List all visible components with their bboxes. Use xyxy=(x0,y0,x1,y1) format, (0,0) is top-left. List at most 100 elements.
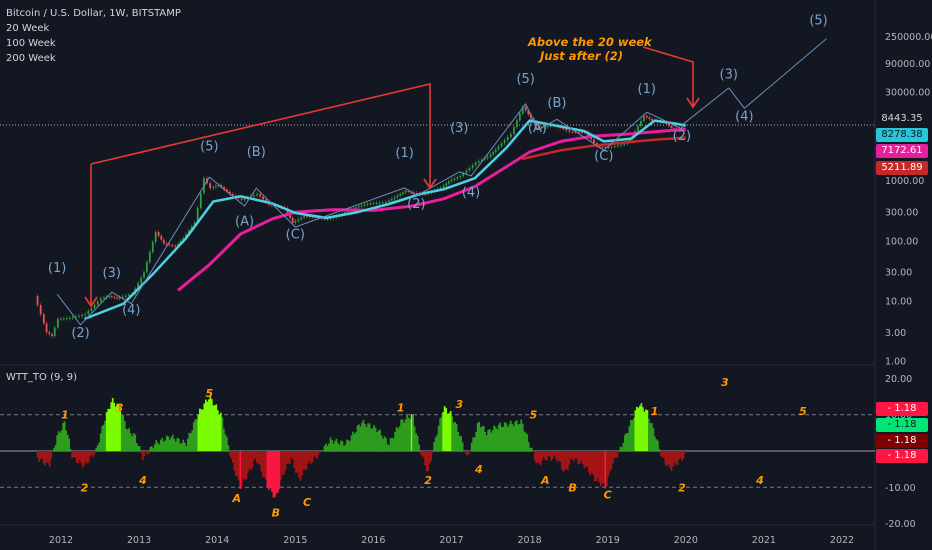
osc-bar xyxy=(515,420,518,451)
osc-bar xyxy=(409,418,411,451)
osc-bar xyxy=(628,426,631,451)
osc-bar xyxy=(356,425,359,451)
osc-bar xyxy=(122,414,125,451)
osc-bar xyxy=(487,429,490,451)
osc-bar xyxy=(548,451,551,457)
osc-bar xyxy=(521,423,524,451)
osc-bar xyxy=(92,451,95,458)
osc-bar xyxy=(619,446,622,451)
osc-bar xyxy=(259,451,261,465)
osc-bar xyxy=(217,410,219,451)
candle-body xyxy=(459,175,462,178)
osc-bar xyxy=(81,451,84,468)
osc-bar xyxy=(269,451,272,489)
osc-bar xyxy=(150,445,153,451)
osc-bar xyxy=(355,431,357,451)
osc-bar xyxy=(59,432,61,451)
osc-bar xyxy=(120,414,123,451)
osc-bar xyxy=(613,451,616,458)
candle-body xyxy=(265,199,267,202)
osc-bar xyxy=(541,451,544,461)
osc-bar xyxy=(200,409,203,451)
candle-body xyxy=(424,193,427,195)
osc-bar xyxy=(491,430,494,451)
osc-wave-label: 1 xyxy=(397,401,405,414)
osc-wave-label: B xyxy=(568,481,576,494)
price-badge-ma100: 7172.61 xyxy=(876,144,928,158)
osc-wave-label: 5 xyxy=(530,409,538,422)
price-axis-tick-label: 300.00 xyxy=(885,208,918,219)
osc-bar xyxy=(590,451,593,473)
osc-bar xyxy=(63,421,66,451)
osc-bar xyxy=(449,410,452,451)
candle-body xyxy=(90,307,93,312)
osc-bar xyxy=(84,451,87,462)
osc-bar xyxy=(171,434,174,451)
candle-body xyxy=(48,332,51,335)
osc-bar xyxy=(676,451,679,466)
candle-body xyxy=(78,315,80,317)
osc-wave-label: A xyxy=(231,492,241,505)
candle-body xyxy=(500,143,503,147)
osc-bar xyxy=(266,451,269,488)
osc-bar xyxy=(670,451,673,471)
symbol-title: Bitcoin / U.S. Dollar, 1W, BITSTAMP xyxy=(6,8,181,19)
osc-bar xyxy=(337,443,339,451)
ma100-line xyxy=(177,127,686,292)
candle-body xyxy=(581,132,583,134)
candle-body xyxy=(93,304,96,308)
candle-body xyxy=(471,165,474,168)
osc-bar xyxy=(556,451,559,462)
candle-body xyxy=(388,200,390,203)
osc-bar xyxy=(44,451,46,466)
candle-body xyxy=(483,158,486,160)
osc-bar xyxy=(586,451,589,467)
osc-bar xyxy=(425,451,428,472)
osc-bar xyxy=(210,399,213,451)
osc-bar xyxy=(379,429,381,451)
osc-bar xyxy=(314,451,317,457)
osc-bar xyxy=(517,424,520,451)
time-axis-tick-label: 2012 xyxy=(49,535,73,546)
osc-bar xyxy=(164,440,167,451)
price-axis-tick-label: 10.00 xyxy=(885,296,912,307)
osc-bar xyxy=(101,426,104,451)
candle-body xyxy=(45,323,48,333)
candle-body xyxy=(532,118,535,122)
candle-body xyxy=(468,167,471,171)
osc-bar xyxy=(143,451,146,457)
osc-bar xyxy=(562,451,565,472)
osc-bar xyxy=(493,425,496,451)
candle-body xyxy=(518,113,521,121)
osc-bar xyxy=(658,448,661,451)
price-badge-ma200: 5211.89 xyxy=(876,161,928,175)
osc-bar xyxy=(605,451,608,487)
osc-bar xyxy=(263,451,266,478)
osc-bar xyxy=(428,451,431,464)
osc-bar xyxy=(47,451,49,464)
osc-bar xyxy=(631,420,634,451)
osc-bar xyxy=(135,443,138,451)
osc-bar xyxy=(530,447,533,451)
osc-badge-2: - 1.18 xyxy=(876,418,928,432)
candle-body xyxy=(571,131,574,133)
candle-body xyxy=(494,149,497,152)
wave-label: (4) xyxy=(735,110,753,125)
candle-body xyxy=(259,194,262,197)
osc-bar xyxy=(296,451,299,473)
osc-bar xyxy=(256,451,258,463)
osc-bar xyxy=(323,445,326,451)
candle-body xyxy=(60,318,62,320)
candle-body xyxy=(171,245,174,247)
osc-bar xyxy=(421,451,423,457)
osc-bar xyxy=(114,406,117,451)
osc-bar xyxy=(241,451,243,487)
osc-wave-label: 2 xyxy=(678,481,686,494)
osc-bar xyxy=(110,402,113,451)
candle-body xyxy=(162,239,165,244)
candle-body xyxy=(445,183,448,186)
osc-bar xyxy=(207,399,210,451)
candle-body xyxy=(492,151,495,155)
osc-bar xyxy=(326,446,329,451)
